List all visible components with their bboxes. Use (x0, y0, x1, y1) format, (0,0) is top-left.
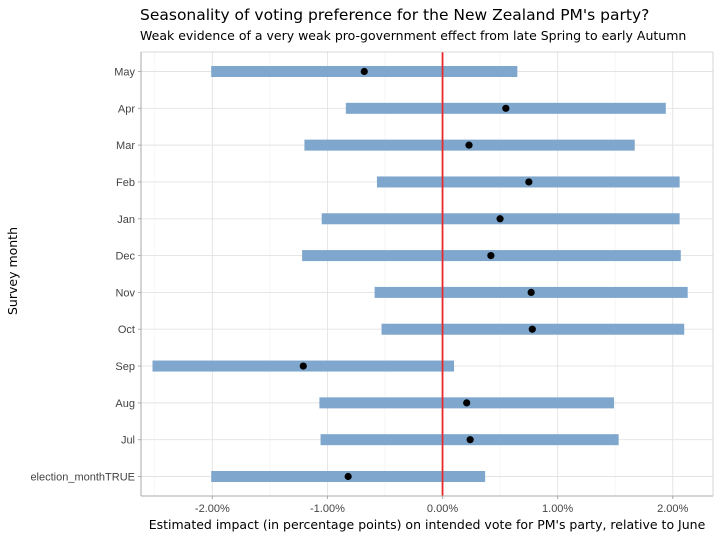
x-tick-label: 1.00% (542, 503, 573, 515)
estimate-point-May (360, 67, 368, 76)
estimate-point-Apr (502, 104, 510, 112)
chart-subtitle: Weak evidence of a very weak pro-governm… (140, 28, 686, 43)
estimate-point-election_monthTRUE (344, 472, 352, 481)
plot-panel (141, 52, 713, 496)
y-tick-label: election_monthTRUE (30, 472, 135, 484)
x-axis-title: Estimated impact (in percentage points) … (149, 517, 706, 532)
chart-title: Seasonality of voting preference for the… (140, 6, 649, 24)
estimate-point-Dec (487, 251, 495, 260)
y-tick-label: Dec (115, 251, 135, 263)
y-tick-label: Apr (118, 103, 135, 115)
point-layer (299, 67, 536, 481)
y-tick-label: Feb (116, 177, 135, 189)
x-tick-label: -1.00% (310, 503, 345, 515)
y-axis-title: Survey month (5, 227, 20, 315)
y-tick-label: Jan (117, 214, 135, 226)
estimate-point-Jul (466, 436, 474, 444)
y-tick-label: May (114, 67, 135, 79)
x-tick-label: 2.00% (657, 503, 688, 515)
estimate-point-Jan (496, 215, 504, 223)
y-tick-labels: May Apr Mar Feb Jan Dec Nov Oct Sep Aug Jul electio… (30, 67, 135, 484)
estimate-point-Feb (525, 178, 533, 186)
axis-layer (138, 51, 714, 499)
x-tick-label: 0.00% (427, 503, 458, 515)
x-tick-label: -2.00% (195, 503, 230, 515)
y-tick-label: Oct (118, 324, 135, 336)
estimate-point-Nov (527, 288, 535, 297)
y-tick-label: Aug (115, 398, 135, 410)
estimate-point-Sep (299, 362, 307, 370)
estimate-point-Aug (463, 399, 471, 407)
y-tick-label: Nov (115, 287, 135, 299)
y-tick-label: Sep (115, 361, 135, 373)
y-tick-label: Mar (116, 140, 135, 152)
y-tick-label: Jul (121, 435, 135, 447)
estimate-point-Mar (465, 141, 473, 149)
estimate-point-Oct (528, 325, 536, 333)
x-tick-labels: -2.00% -1.00% 0.00% 1.00% 2.00% (195, 503, 689, 515)
